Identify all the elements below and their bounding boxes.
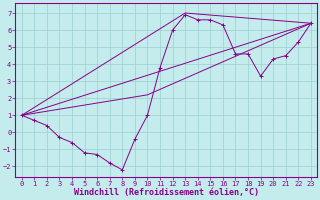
X-axis label: Windchill (Refroidissement éolien,°C): Windchill (Refroidissement éolien,°C): [74, 188, 259, 197]
